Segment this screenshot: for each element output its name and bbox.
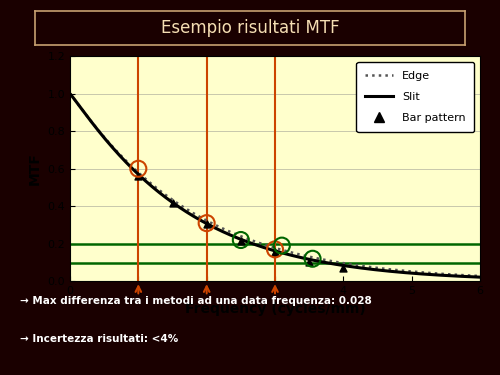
Text: Esempio risultati MTF: Esempio risultati MTF <box>160 19 340 37</box>
Point <box>305 259 313 265</box>
Point <box>271 249 279 255</box>
Text: → Max differenza tra i metodi ad una data frequenza: 0.028: → Max differenza tra i metodi ad una dat… <box>20 296 372 306</box>
Point <box>202 221 210 227</box>
Point <box>168 200 176 206</box>
Point <box>237 238 245 244</box>
Legend: Edge, Slit, Bar pattern: Edge, Slit, Bar pattern <box>356 62 474 132</box>
X-axis label: Frequency (cycles/mm): Frequency (cycles/mm) <box>184 302 366 316</box>
Text: → Incertezza risultati: <4%: → Incertezza risultati: <4% <box>20 334 178 344</box>
Y-axis label: MTF: MTF <box>28 152 42 185</box>
Point <box>340 265 347 271</box>
Point <box>134 173 142 179</box>
